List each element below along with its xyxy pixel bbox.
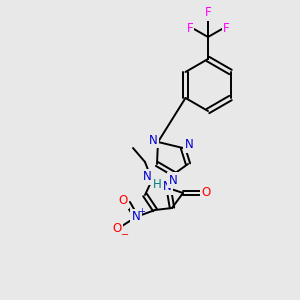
Text: −: −: [121, 230, 129, 240]
Text: +: +: [139, 206, 145, 215]
Text: O: O: [201, 187, 211, 200]
Text: F: F: [205, 7, 211, 20]
Text: F: F: [187, 22, 193, 34]
Text: N: N: [148, 134, 158, 146]
Text: H: H: [153, 178, 161, 191]
Text: N: N: [163, 181, 171, 194]
Text: F: F: [223, 22, 229, 34]
Text: N: N: [184, 139, 194, 152]
Text: O: O: [118, 194, 127, 208]
Text: N: N: [142, 170, 152, 184]
Text: O: O: [112, 221, 122, 235]
Text: N: N: [169, 173, 177, 187]
Text: N: N: [132, 211, 140, 224]
